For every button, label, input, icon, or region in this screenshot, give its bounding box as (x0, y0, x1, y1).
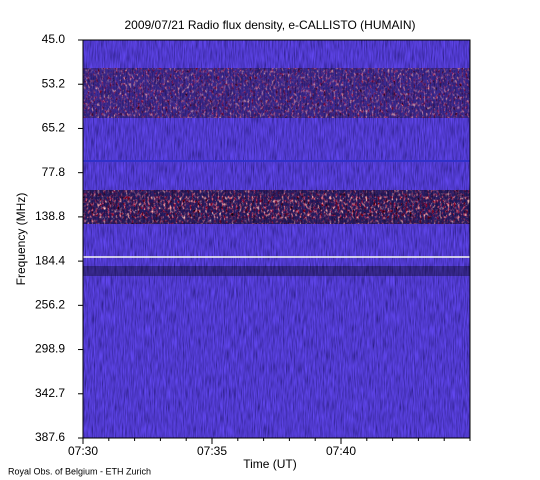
y-tick-label: 53.2 (42, 76, 66, 90)
y-tick-label: 45.0 (42, 32, 66, 46)
y-tick-label: 342.7 (35, 386, 65, 400)
y-axis-label: Frequency (MHz) (14, 193, 28, 286)
chart-title: 2009/07/21 Radio flux density, e-CALLIST… (124, 18, 415, 32)
y-tick-label: 138.8 (35, 209, 65, 223)
y-tick-label: 184.4 (35, 253, 65, 267)
footnote: Royal Obs. of Belgium - ETH Zurich (8, 466, 151, 476)
x-tick-label: 07:35 (197, 444, 227, 458)
y-tick-label: 65.2 (42, 121, 66, 135)
y-tick-label: 387.6 (35, 430, 65, 444)
x-tick-label: 07:40 (326, 444, 356, 458)
spectrogram-image (83, 40, 470, 438)
x-axis-label: Time (UT) (243, 457, 297, 471)
y-tick-label: 298.9 (35, 342, 65, 356)
x-tick-label: 07:30 (68, 444, 98, 458)
y-tick-label: 256.2 (35, 298, 65, 312)
y-tick-label: 77.8 (42, 165, 66, 179)
plot-frame (82, 39, 471, 439)
